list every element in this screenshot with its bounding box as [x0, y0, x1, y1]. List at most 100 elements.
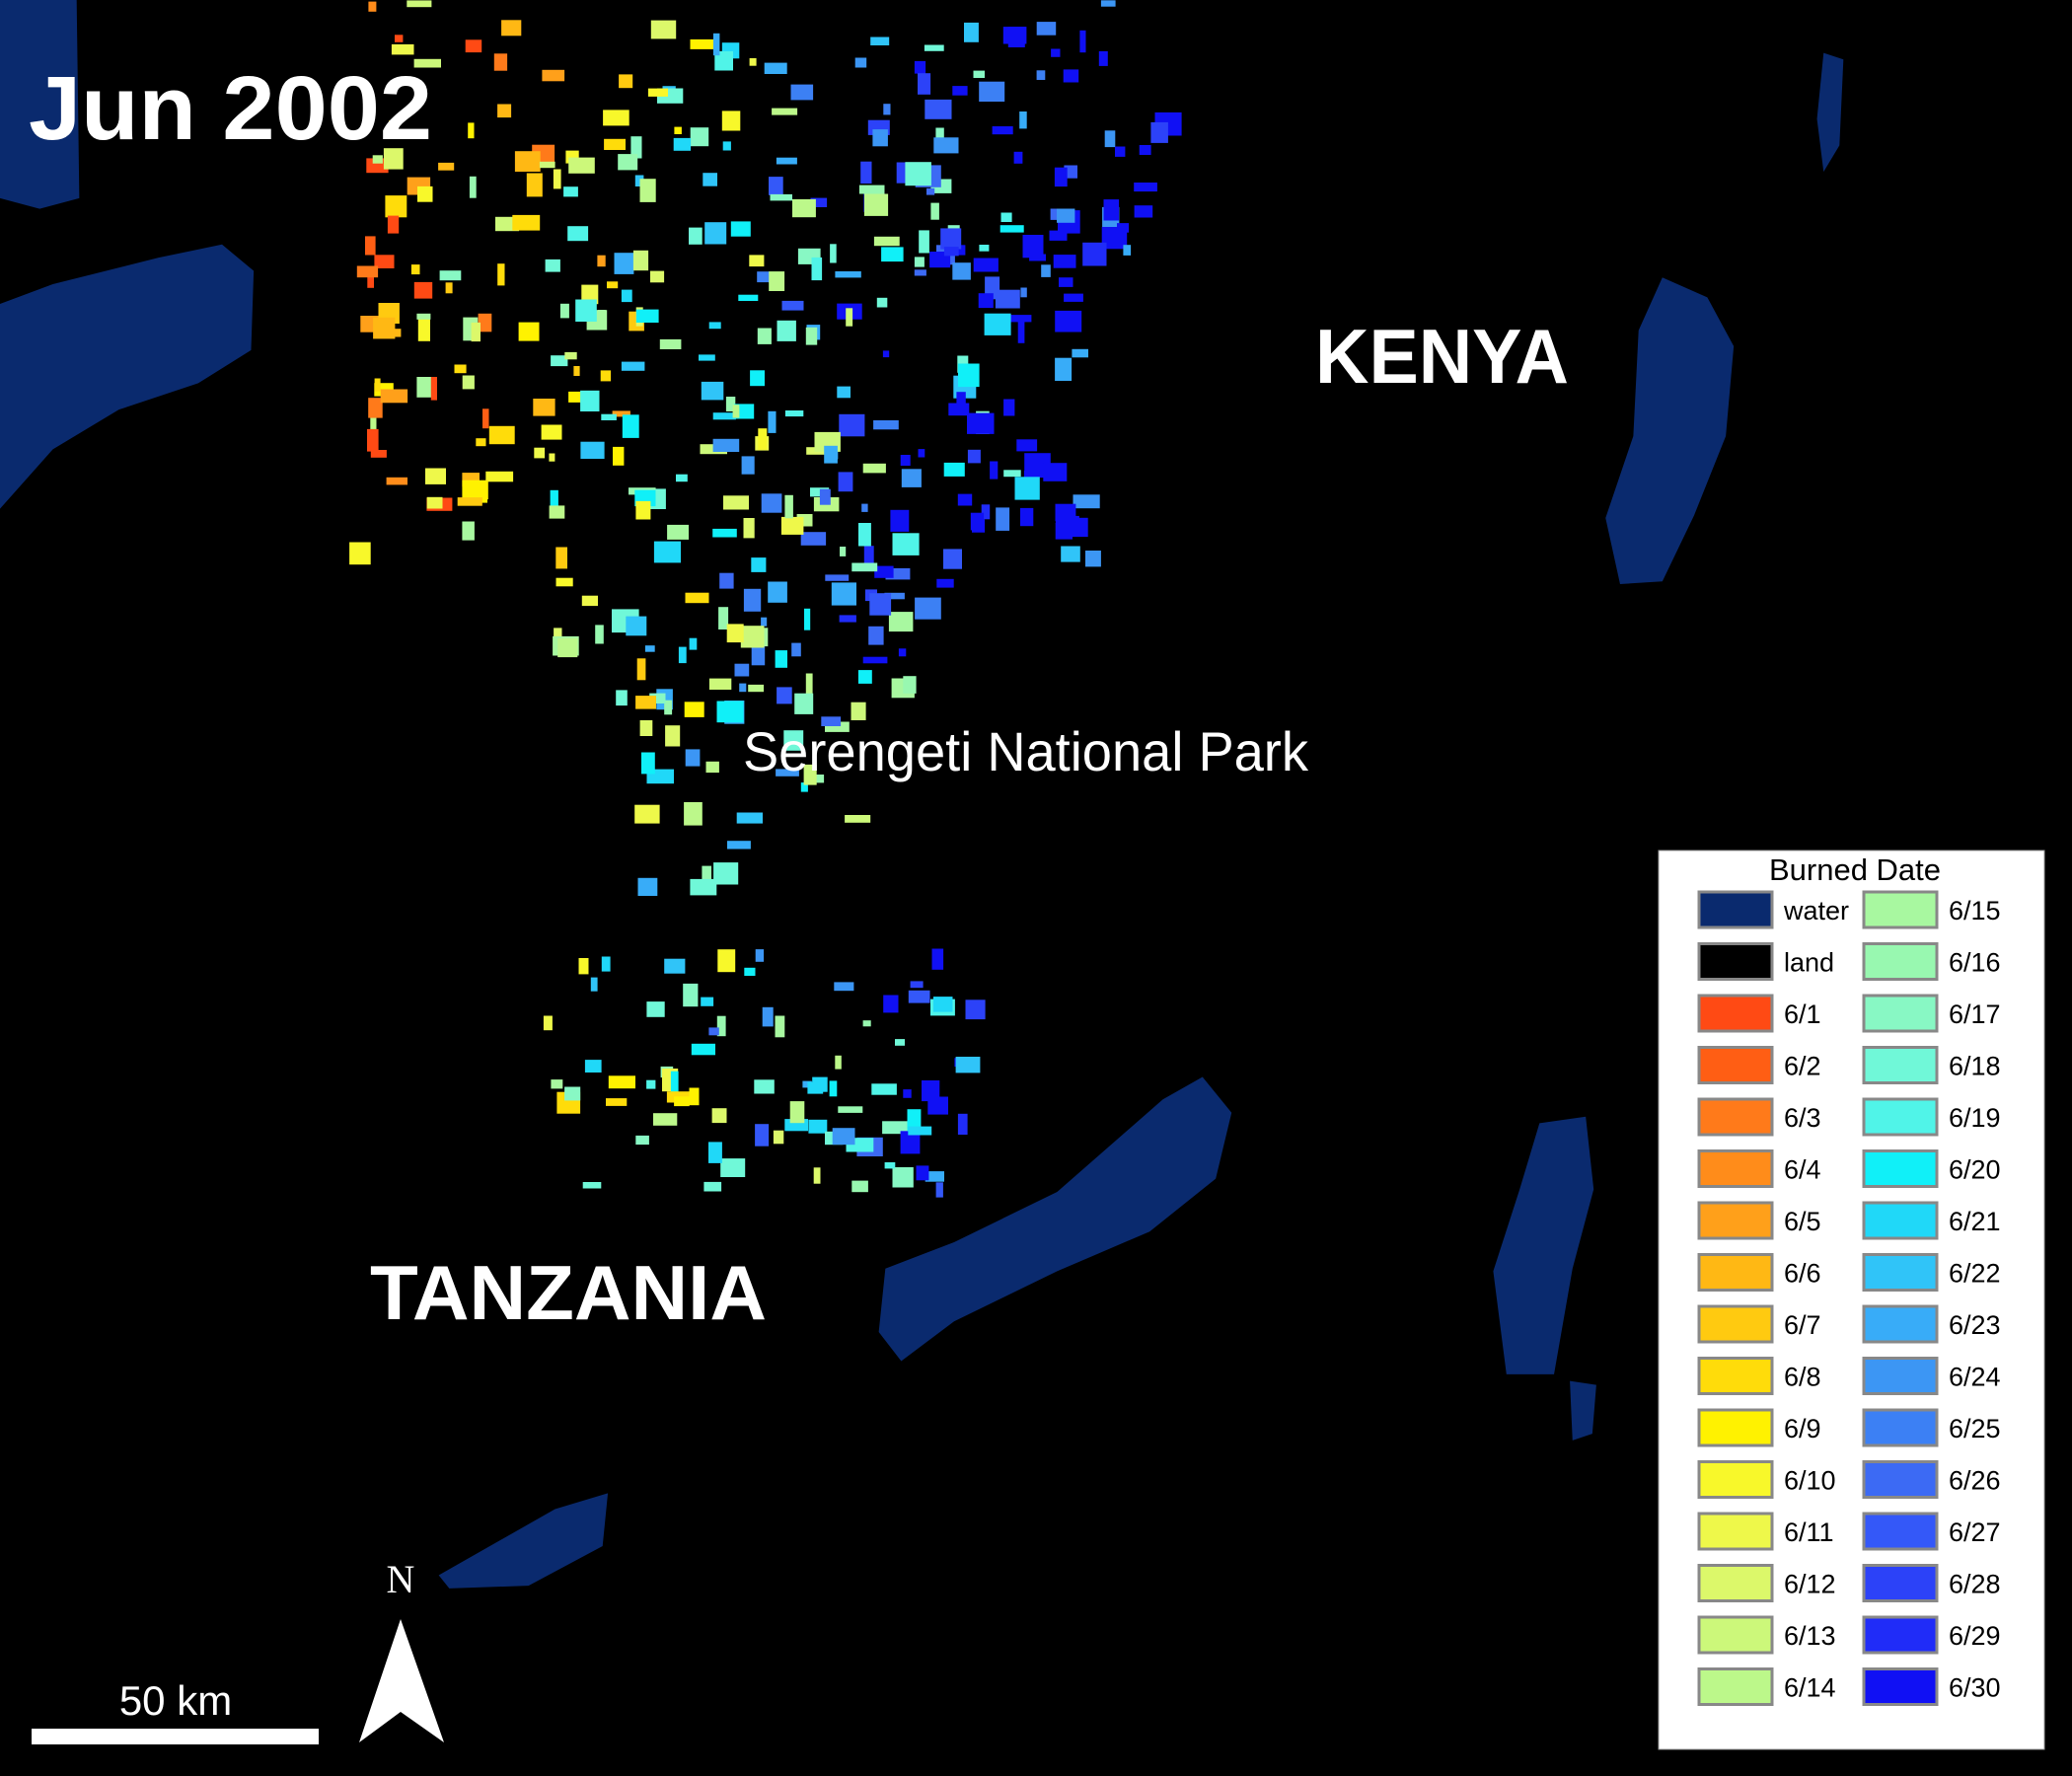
legend-label: 6/16 [1949, 948, 2001, 978]
burn-patch [1123, 245, 1132, 256]
burn-patch [1139, 145, 1151, 155]
burn-patch [984, 313, 1011, 335]
legend-swatch [1862, 1253, 1939, 1292]
burn-patch [723, 495, 749, 510]
burn-patch [1055, 310, 1082, 333]
legend-swatch [1697, 994, 1774, 1033]
burn-patch [601, 956, 611, 972]
burn-patch [701, 381, 724, 401]
legend-label: 6/20 [1949, 1155, 2001, 1185]
burn-patch [922, 1080, 940, 1102]
burn-patch [639, 720, 653, 736]
legend-swatch [1697, 1460, 1774, 1499]
burn-patch [670, 1071, 679, 1095]
burn-patch [749, 255, 765, 267]
burn-patch [910, 981, 924, 989]
burn-patch [634, 175, 644, 186]
burn-patch [884, 1162, 896, 1169]
burn-patch [367, 271, 374, 288]
legend-label: 6/8 [1784, 1363, 1821, 1392]
burn-patch [674, 126, 682, 134]
burn-patch [374, 255, 395, 268]
burn-patch [541, 424, 562, 440]
burn-patch [839, 413, 865, 437]
burn-patch [647, 88, 668, 97]
burn-patch [365, 236, 376, 256]
burn-patch [1103, 199, 1120, 221]
burn-patch [618, 154, 638, 171]
burn-patch [892, 1167, 914, 1188]
legend-swatch [1862, 994, 1939, 1033]
burn-patch [708, 322, 721, 330]
burn-patch [701, 997, 714, 1006]
burn-patch [685, 749, 701, 767]
burn-patch [777, 687, 792, 704]
burn-patch [367, 428, 379, 452]
burn-patch [789, 1101, 805, 1124]
burn-patch [635, 500, 651, 520]
legend-swatch [1862, 1149, 1939, 1188]
country-label: TANZANIA [370, 1249, 767, 1336]
burn-patch [417, 185, 433, 202]
burn-patch [601, 413, 617, 420]
burn-patch [734, 663, 750, 677]
burn-patch [925, 99, 952, 119]
burn-patch [1053, 255, 1076, 268]
burn-patch [1100, 0, 1116, 7]
burn-patch [425, 468, 446, 484]
lakes [0, 0, 1844, 1589]
burn-patch [608, 1075, 635, 1089]
legend-swatch [1697, 1097, 1774, 1137]
burn-patch [808, 1119, 828, 1134]
burn-patch [653, 1113, 678, 1126]
burn-patch [863, 193, 889, 216]
burn-patch [725, 397, 736, 411]
legend-swatch [1862, 1046, 1939, 1084]
burn-patch [713, 862, 739, 885]
burn-patch [900, 1131, 921, 1154]
burn-patch [716, 701, 744, 723]
burn-patch [684, 802, 703, 826]
burn-patch [653, 541, 681, 563]
burn-patch [776, 769, 799, 777]
burn-patch [1055, 515, 1079, 525]
burn-patch [712, 33, 720, 56]
burn-patch [1016, 439, 1038, 452]
burn-patch [387, 215, 400, 234]
burn-patch [650, 270, 665, 283]
burn-patch [839, 615, 856, 623]
burn-patch [678, 646, 687, 664]
burn-patch [743, 518, 755, 539]
burn-patch [757, 271, 770, 283]
map-title: Jun 2002 [29, 58, 432, 159]
burn-patch [685, 592, 709, 604]
burn-patch [800, 782, 808, 792]
burn-patch [553, 169, 561, 189]
legend-swatch [1862, 1460, 1939, 1499]
legend-box [1658, 850, 2045, 1750]
burn-patch [667, 524, 689, 540]
burn-patch [478, 496, 487, 503]
burn-patch [781, 300, 804, 311]
legend-swatch [1697, 1046, 1774, 1084]
burn-patch [784, 494, 793, 519]
burn-patch [368, 1, 377, 12]
burn-patch [914, 269, 926, 276]
legend-label: 6/13 [1784, 1621, 1836, 1651]
burn-patch [703, 1181, 722, 1192]
burn-patch [637, 877, 658, 896]
burn-patch [462, 521, 475, 541]
burn-patch [372, 155, 383, 164]
burn-patch [454, 364, 467, 374]
lake [0, 0, 80, 209]
burn-patch [690, 878, 717, 896]
burn-patch [1003, 399, 1015, 416]
burn-patch [555, 547, 567, 569]
burn-patch [703, 173, 717, 186]
burn-patch [775, 1015, 785, 1038]
burn-patch [933, 137, 959, 154]
burn-patch [1017, 321, 1025, 343]
burn-patch [936, 578, 954, 588]
burn-patch [557, 638, 578, 658]
burn-patch [955, 1057, 981, 1073]
